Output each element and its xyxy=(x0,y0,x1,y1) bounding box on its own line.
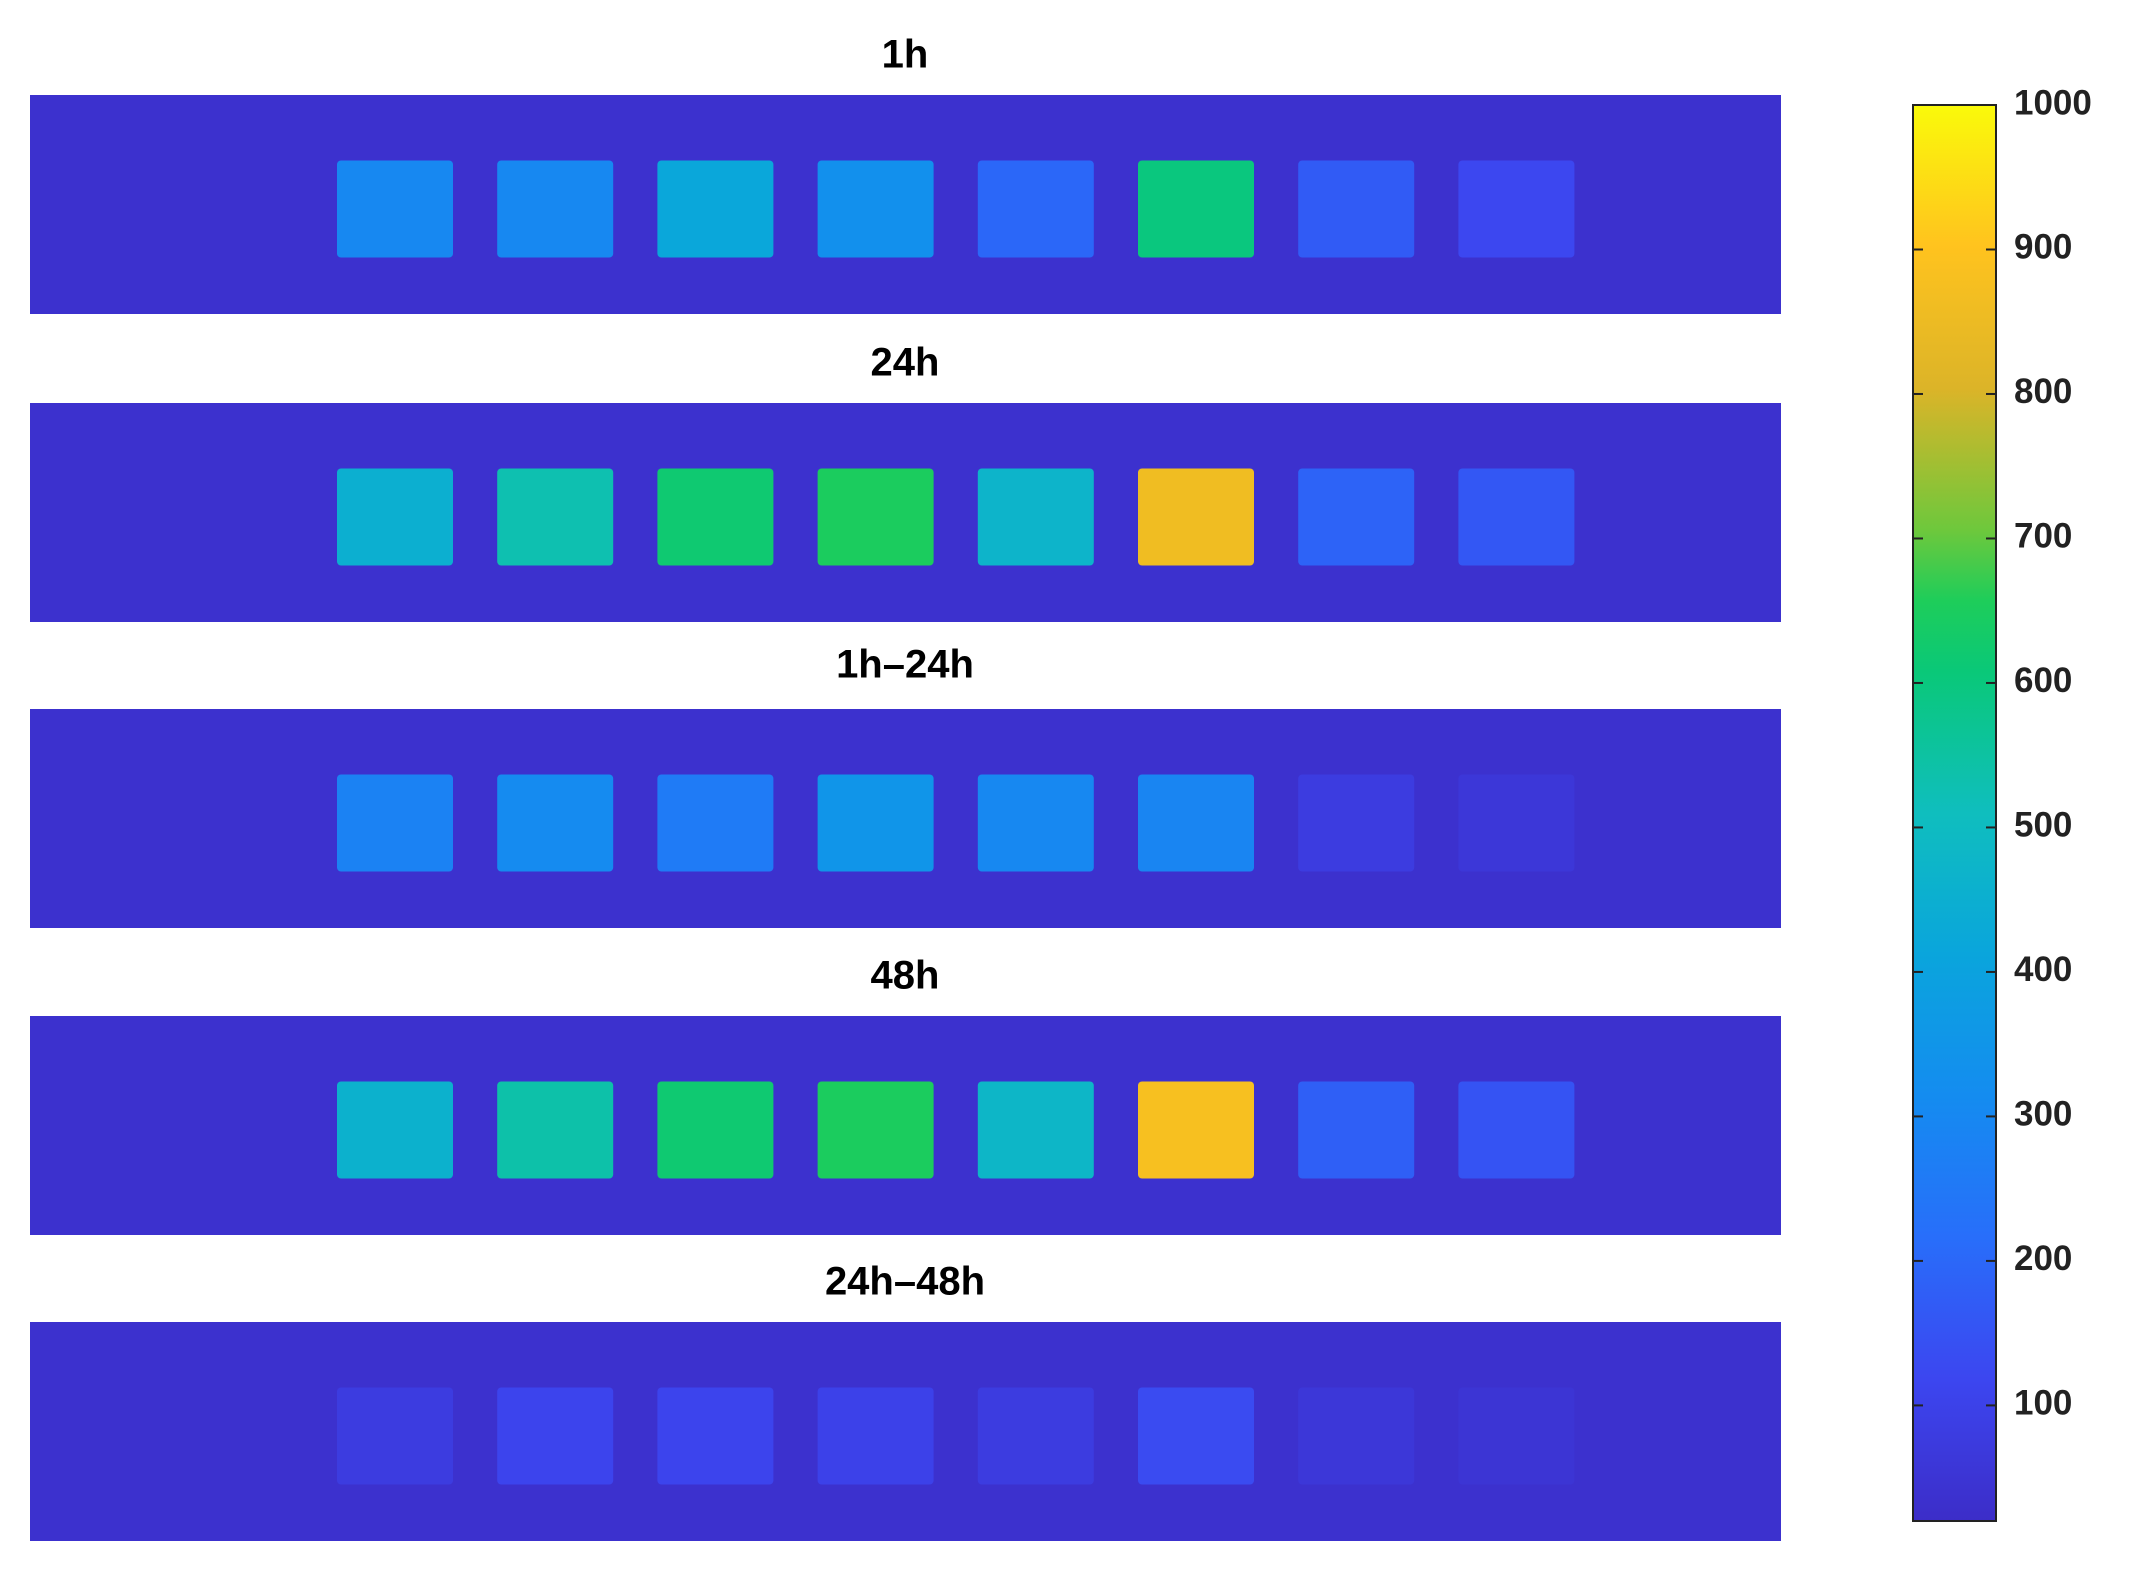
sample-square xyxy=(977,468,1094,566)
panel-title: 24h xyxy=(871,341,940,385)
sample-square xyxy=(1458,1387,1575,1485)
colorbar-tick-label: 900 xyxy=(2014,228,2072,267)
sample-square xyxy=(977,774,1094,872)
sample-square xyxy=(817,774,934,872)
colorbar-tick-label: 700 xyxy=(2014,517,2072,556)
sample-square xyxy=(1138,1387,1254,1485)
colorbar-tick-label: 200 xyxy=(2014,1239,2072,1278)
sample-square xyxy=(1298,774,1415,872)
sample-square xyxy=(497,1081,614,1179)
panel-title: 24h–48h xyxy=(825,1260,985,1304)
sample-square xyxy=(977,1387,1094,1485)
sample-square xyxy=(497,468,614,566)
panel-title: 1h–24h xyxy=(836,643,974,687)
sample-square xyxy=(1298,468,1415,566)
sample-square xyxy=(337,468,453,566)
sample-square xyxy=(1138,160,1254,258)
sample-square xyxy=(337,1387,453,1485)
colorbar-tick-label: 1000 xyxy=(2014,83,2092,122)
colorbar-tick-label: 400 xyxy=(2014,950,2072,989)
sample-square xyxy=(817,160,934,258)
colorbar-tick-label: 800 xyxy=(2014,372,2072,411)
sample-square xyxy=(337,1081,453,1179)
sample-square xyxy=(1138,1081,1254,1179)
sample-square xyxy=(657,774,774,872)
colorbar-tick-label: 600 xyxy=(2014,661,2072,700)
sample-square xyxy=(657,1387,774,1485)
sample-square xyxy=(817,1081,934,1179)
sample-square xyxy=(977,160,1094,258)
colorbar-tick-label: 300 xyxy=(2014,1095,2072,1134)
colorbar xyxy=(1912,104,1997,1522)
sample-square xyxy=(1138,774,1254,872)
sample-square xyxy=(497,160,614,258)
sample-square xyxy=(337,160,453,258)
sample-square xyxy=(1458,160,1575,258)
sample-square xyxy=(1298,160,1415,258)
sample-square xyxy=(1298,1081,1415,1179)
sample-square xyxy=(1458,468,1575,566)
colorbar-tick-label: 500 xyxy=(2014,806,2072,845)
panel-title: 1h xyxy=(882,33,929,77)
sample-square xyxy=(1138,468,1254,566)
sample-square xyxy=(817,468,934,566)
sample-square xyxy=(1458,1081,1575,1179)
sample-square xyxy=(657,468,774,566)
sample-square xyxy=(497,774,614,872)
colorbar-tick-label: 100 xyxy=(2014,1384,2072,1423)
sample-square xyxy=(337,774,453,872)
sample-square xyxy=(977,1081,1094,1179)
sample-square xyxy=(497,1387,614,1485)
sample-square xyxy=(817,1387,934,1485)
sample-square xyxy=(1298,1387,1415,1485)
sample-square xyxy=(657,1081,774,1179)
panel-title: 48h xyxy=(871,954,940,998)
sample-square xyxy=(1458,774,1575,872)
sample-square xyxy=(657,160,774,258)
